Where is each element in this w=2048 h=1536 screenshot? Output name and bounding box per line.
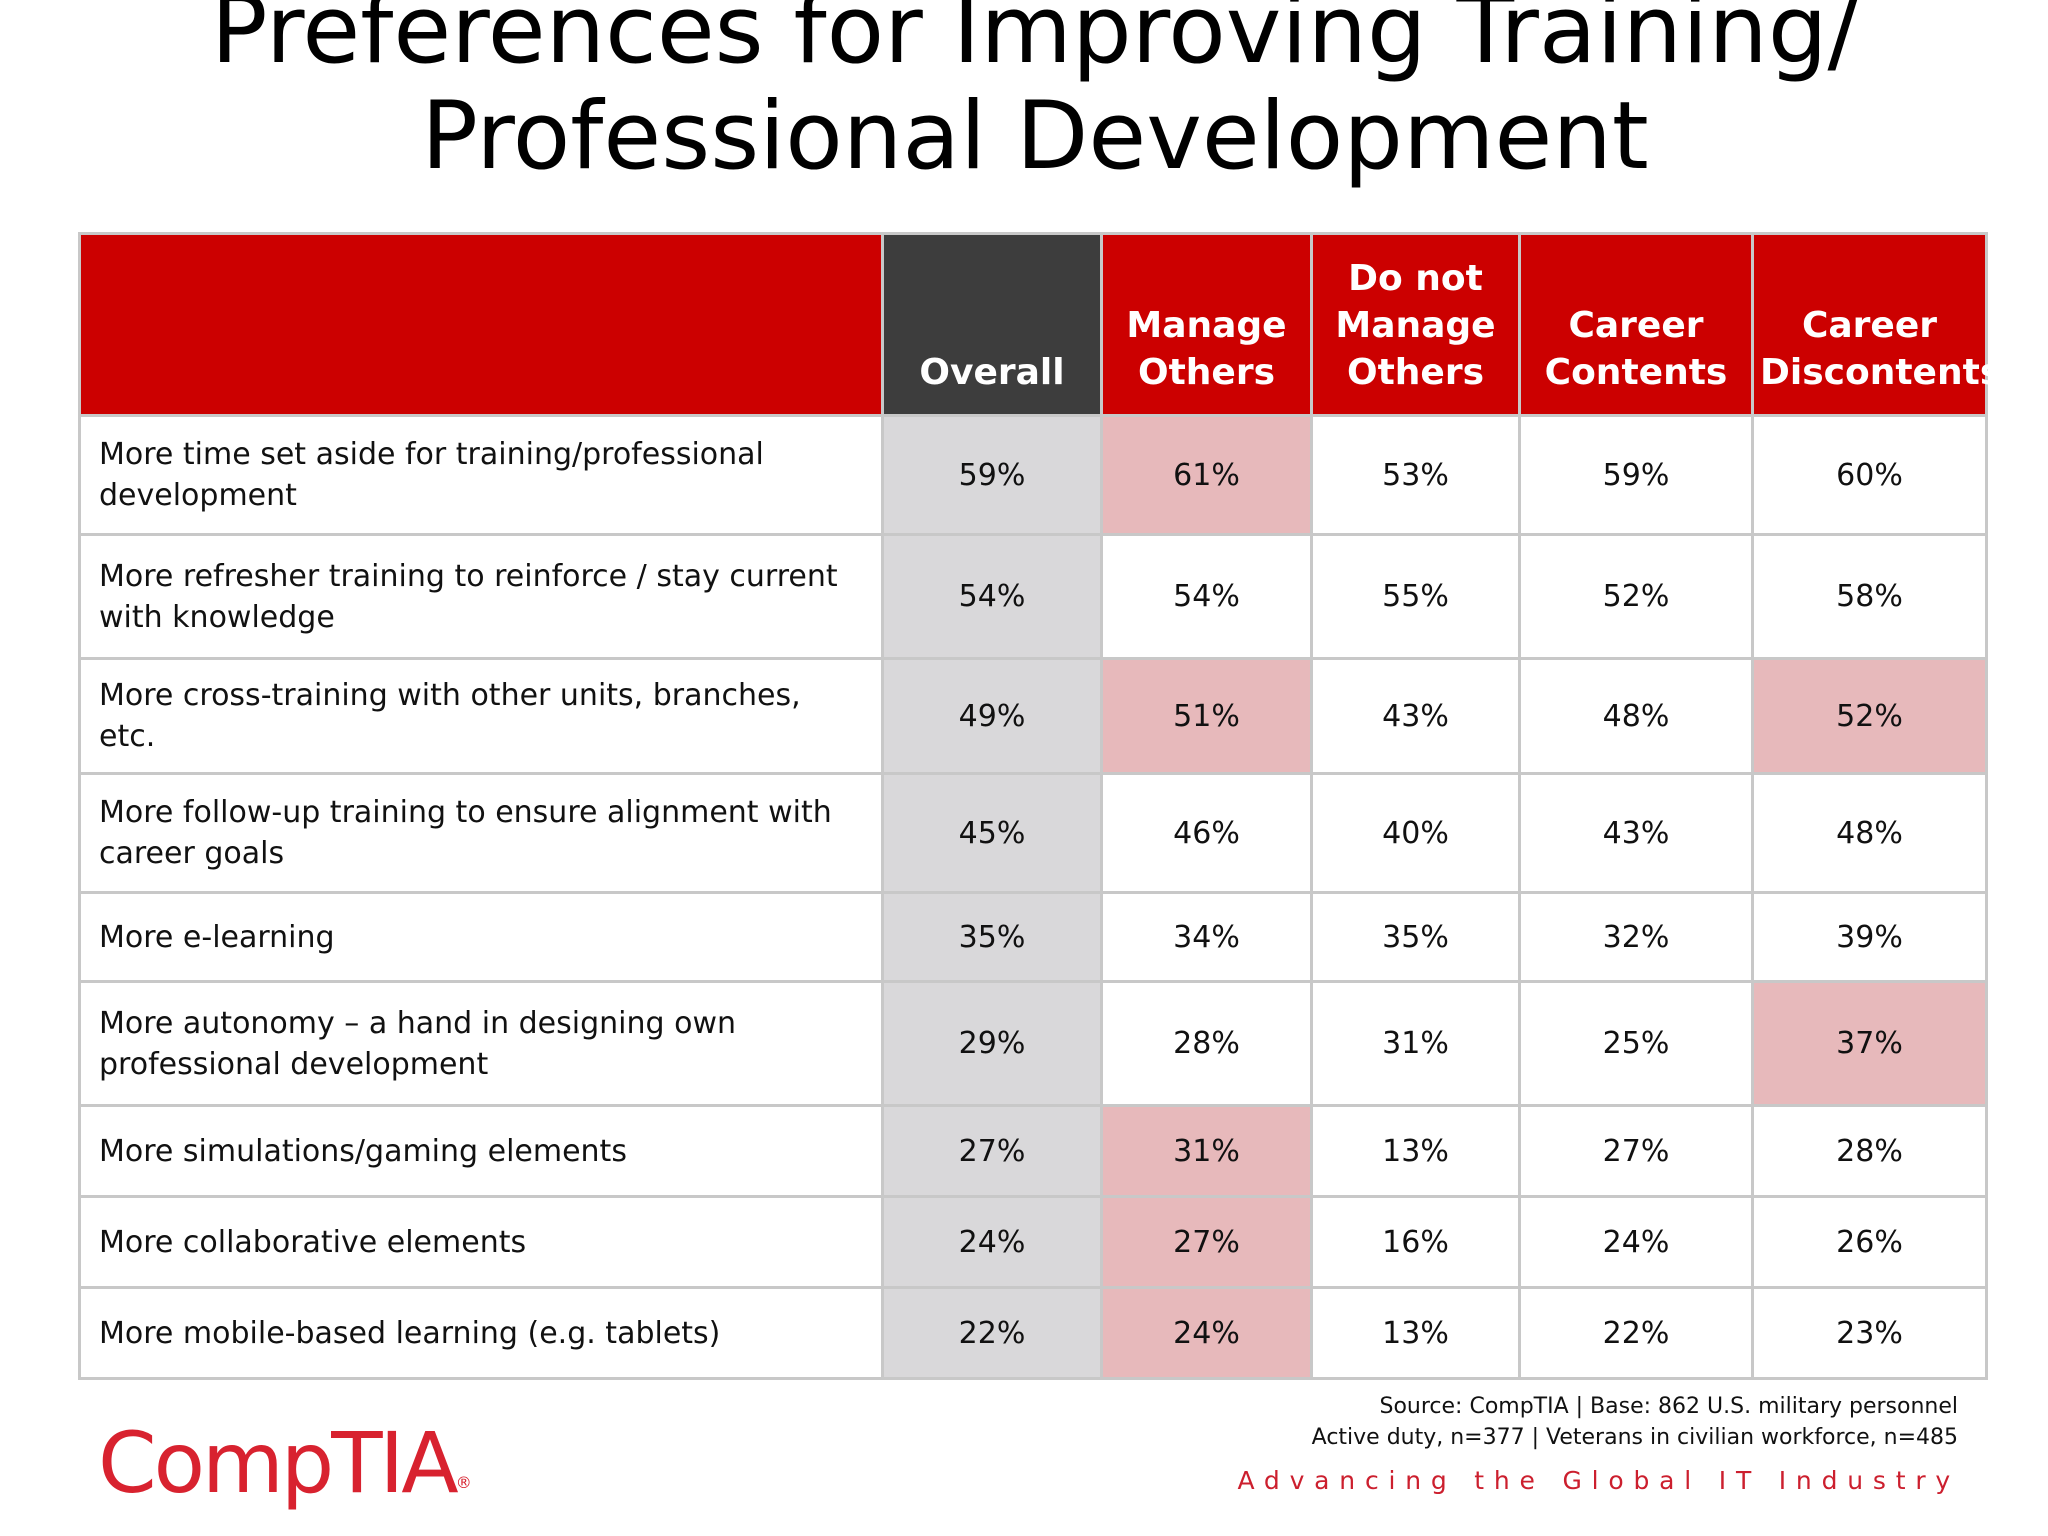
value-cell: 31% — [1310, 980, 1521, 1107]
column-header-do-not-manage-others: Do not Manage Others — [1310, 232, 1521, 417]
data-table: Overall Manage Others Do not Manage Othe… — [78, 232, 2001, 1380]
value-cell: 27% — [881, 1104, 1103, 1198]
value-cell: 45% — [881, 772, 1103, 894]
column-header-career-discontents: Career Discontents — [1751, 232, 2001, 417]
value-cell: 23% — [1751, 1286, 1988, 1380]
table-row: More time set aside for training/profess… — [78, 414, 1988, 536]
value-cell: 43% — [1518, 772, 1754, 894]
value-cell: 61% — [1100, 414, 1313, 536]
row-label: More mobile-based learning (e.g. tablets… — [78, 1286, 884, 1380]
value-cell: 24% — [1100, 1286, 1313, 1380]
header-blank-cell — [78, 232, 884, 417]
value-cell: 59% — [881, 414, 1103, 536]
source-line-2: Active duty, n=377 | Veterans in civilia… — [1311, 1425, 1958, 1450]
value-cell: 58% — [1751, 533, 1988, 660]
svg-text:CompTIA®: CompTIA® — [98, 1416, 470, 1512]
value-cell: 52% — [1518, 533, 1754, 660]
value-cell: 28% — [1100, 980, 1313, 1107]
header-row: Overall Manage Others Do not Manage Othe… — [78, 232, 2001, 417]
value-cell: 35% — [1310, 891, 1521, 983]
value-cell: 39% — [1751, 891, 1988, 983]
value-cell: 52% — [1751, 657, 1988, 775]
value-cell: 24% — [881, 1195, 1103, 1289]
table-row: More simulations/gaming elements 27% 31% 13… — [78, 1104, 1988, 1198]
value-cell: 55% — [1310, 533, 1521, 660]
page-title: Preferences for Improving Training/ Prof… — [210, 0, 1860, 191]
value-cell: 49% — [881, 657, 1103, 775]
row-label: More collaborative elements — [78, 1195, 884, 1289]
table-row: More e-learning 35% 34% 35% 32% 39% — [78, 891, 1988, 983]
value-cell: 37% — [1751, 980, 1988, 1107]
value-cell: 46% — [1100, 772, 1313, 894]
value-cell: 60% — [1751, 414, 1988, 536]
value-cell: 16% — [1310, 1195, 1521, 1289]
row-label: More autonomy – a hand in designing own … — [78, 980, 884, 1107]
value-cell: 35% — [881, 891, 1103, 983]
row-label: More refresher training to reinforce / s… — [78, 533, 884, 660]
value-cell: 13% — [1310, 1104, 1521, 1198]
table-row: More refresher training to reinforce / s… — [78, 533, 1988, 660]
column-header-manage-others: Manage Others — [1100, 232, 1313, 417]
value-cell: 24% — [1518, 1195, 1754, 1289]
value-cell: 28% — [1751, 1104, 1988, 1198]
row-label: More cross-training with other units, br… — [78, 657, 884, 775]
value-cell: 34% — [1100, 891, 1313, 983]
value-cell: 48% — [1751, 772, 1988, 894]
value-cell: 22% — [881, 1286, 1103, 1380]
value-cell: 40% — [1310, 772, 1521, 894]
source-note: Source: CompTIA | Base: 862 U.S. militar… — [1312, 1391, 1958, 1453]
value-cell: 51% — [1100, 657, 1313, 775]
value-cell: 25% — [1518, 980, 1754, 1107]
value-cell: 27% — [1518, 1104, 1754, 1198]
value-cell: 59% — [1518, 414, 1754, 536]
value-cell: 54% — [1100, 533, 1313, 660]
comptia-logo-mark: CompTIA® — [98, 1414, 473, 1512]
value-cell: 22% — [1518, 1286, 1754, 1380]
value-cell: 31% — [1100, 1104, 1313, 1198]
value-cell: 48% — [1518, 657, 1754, 775]
comptia-logo: CompTIA® — [98, 1414, 478, 1521]
value-cell: 54% — [881, 533, 1103, 660]
value-cell: 13% — [1310, 1286, 1521, 1380]
table-row: More cross-training with other units, br… — [78, 657, 1988, 775]
value-cell: 53% — [1310, 414, 1521, 536]
value-cell: 26% — [1751, 1195, 1988, 1289]
column-header-career-contents: Career Contents — [1518, 232, 1754, 417]
table-row: More mobile-based learning (e.g. tablets… — [78, 1286, 1988, 1380]
column-header-overall: Overall — [881, 232, 1103, 417]
tagline: Advancing the Global IT Industry — [1237, 1466, 1960, 1495]
row-label: More time set aside for training/profess… — [78, 414, 884, 536]
table-row: More autonomy – a hand in designing own … — [78, 980, 1988, 1107]
table-body: More time set aside for training/profess… — [78, 414, 1988, 1380]
value-cell: 29% — [881, 980, 1103, 1107]
row-label: More simulations/gaming elements — [78, 1104, 884, 1198]
row-label: More e-learning — [78, 891, 884, 983]
source-line-1: Source: CompTIA | Base: 862 U.S. militar… — [1379, 1394, 1959, 1419]
value-cell: 32% — [1518, 891, 1754, 983]
table-row: More collaborative elements 24% 27% 16% 24% 2… — [78, 1195, 1988, 1289]
table-row: More follow-up training to ensure alignm… — [78, 772, 1988, 894]
value-cell: 27% — [1100, 1195, 1313, 1289]
value-cell: 43% — [1310, 657, 1521, 775]
row-label: More follow-up training to ensure alignm… — [78, 772, 884, 894]
